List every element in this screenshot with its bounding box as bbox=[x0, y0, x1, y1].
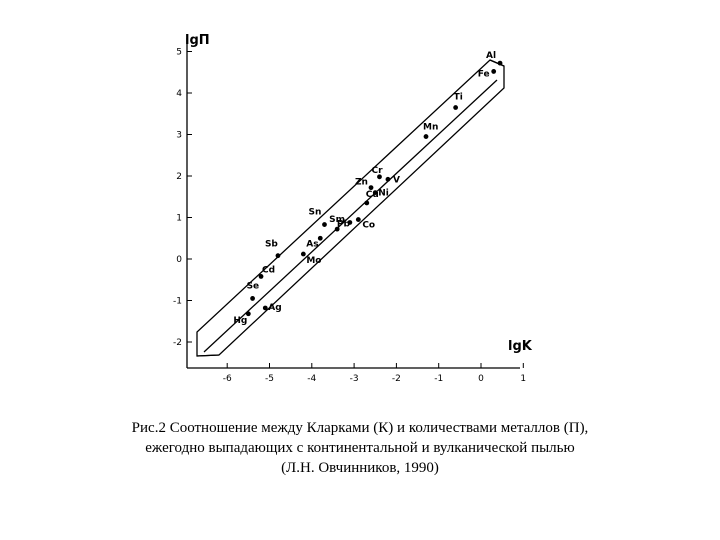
band-edge bbox=[196, 354, 220, 357]
point-label: Pb bbox=[337, 219, 351, 229]
x-axis-title: lgK bbox=[508, 339, 533, 354]
point-label: Sm bbox=[329, 215, 345, 225]
y-tick-label: 5 bbox=[176, 48, 182, 58]
point-label: Zn bbox=[355, 178, 368, 188]
data-point bbox=[423, 134, 429, 139]
data-point bbox=[491, 69, 497, 74]
band-outline bbox=[196, 59, 505, 357]
point-label: V bbox=[393, 175, 400, 185]
point-label: Ti bbox=[454, 93, 463, 103]
y-axis-title: lgП bbox=[185, 33, 210, 48]
x-tick-label: -1 bbox=[434, 374, 443, 384]
data-point bbox=[497, 60, 503, 66]
caption-line-3: (Л.Н. Овчинников, 1990) bbox=[281, 460, 439, 476]
data-point bbox=[334, 226, 340, 232]
data-point bbox=[317, 235, 323, 241]
point-label: Cu bbox=[366, 190, 379, 200]
point-label: Al bbox=[486, 51, 496, 61]
y-tick-label: 1 bbox=[176, 214, 182, 224]
data-point bbox=[453, 105, 459, 110]
band-edge bbox=[489, 59, 505, 67]
point-label: Cd bbox=[262, 265, 275, 275]
data-point bbox=[262, 305, 268, 311]
data-point bbox=[245, 311, 251, 317]
figure-caption: Рис.2 Соотношение между Кларками (К) и к… bbox=[110, 418, 610, 478]
data-point bbox=[364, 200, 370, 206]
data-point bbox=[347, 220, 353, 225]
point-label: As bbox=[306, 239, 318, 249]
point-label: Fe bbox=[478, 69, 490, 79]
x-tick-label: 0 bbox=[478, 374, 484, 384]
y-tick-label: 4 bbox=[176, 89, 182, 99]
data-point bbox=[250, 296, 255, 301]
data-point bbox=[322, 222, 327, 227]
band-inner-edge bbox=[203, 79, 498, 353]
point-label: Mn bbox=[423, 123, 438, 133]
scatter-chart: 5 4 3 2 1 0 -1 -2 -6 -5 -4 -3 -2 -1 0 1 Al Fe Ti Mn Cr V Zn Ni… bbox=[173, 33, 533, 384]
point-label: Ag bbox=[268, 303, 281, 313]
point-label: Se bbox=[247, 281, 260, 291]
point-label: Mo bbox=[306, 256, 321, 266]
point-label: Hg bbox=[233, 316, 247, 326]
x-tick-label: 1 bbox=[520, 374, 526, 384]
point-label: Sb bbox=[265, 240, 278, 250]
y-tick-label: 3 bbox=[176, 131, 182, 141]
y-tick-label: -1 bbox=[173, 297, 182, 307]
data-point bbox=[355, 217, 361, 222]
point-label: Ni bbox=[378, 189, 389, 199]
point-label: Co bbox=[362, 221, 375, 231]
data-point bbox=[275, 253, 281, 259]
y-tick-label: 0 bbox=[176, 255, 182, 265]
data-point bbox=[372, 190, 378, 196]
y-tick-label: -2 bbox=[173, 338, 182, 348]
caption-line-1: Рис.2 Соотношение между Кларками (К) и к… bbox=[131, 420, 589, 436]
y-tick-label: 2 bbox=[176, 172, 182, 182]
point-label: Cr bbox=[371, 166, 383, 176]
data-point bbox=[385, 176, 391, 182]
data-point bbox=[258, 274, 264, 279]
point-label: Sn bbox=[308, 208, 321, 218]
data-point bbox=[368, 185, 374, 191]
axes: 5 4 3 2 1 0 -1 -2 -6 -5 -4 -3 -2 -1 0 1 bbox=[173, 38, 526, 384]
x-tick-label: -5 bbox=[265, 374, 274, 384]
x-tick-label: -3 bbox=[350, 374, 359, 384]
data-point bbox=[300, 251, 306, 257]
caption-line-2: ежегодно выпадающих с континентальной и … bbox=[145, 440, 575, 456]
data-point bbox=[377, 174, 382, 180]
x-tick-label: -4 bbox=[307, 374, 316, 384]
x-tick-label: -2 bbox=[392, 374, 401, 384]
x-tick-label: -6 bbox=[223, 374, 232, 384]
correlation-band bbox=[196, 59, 505, 357]
